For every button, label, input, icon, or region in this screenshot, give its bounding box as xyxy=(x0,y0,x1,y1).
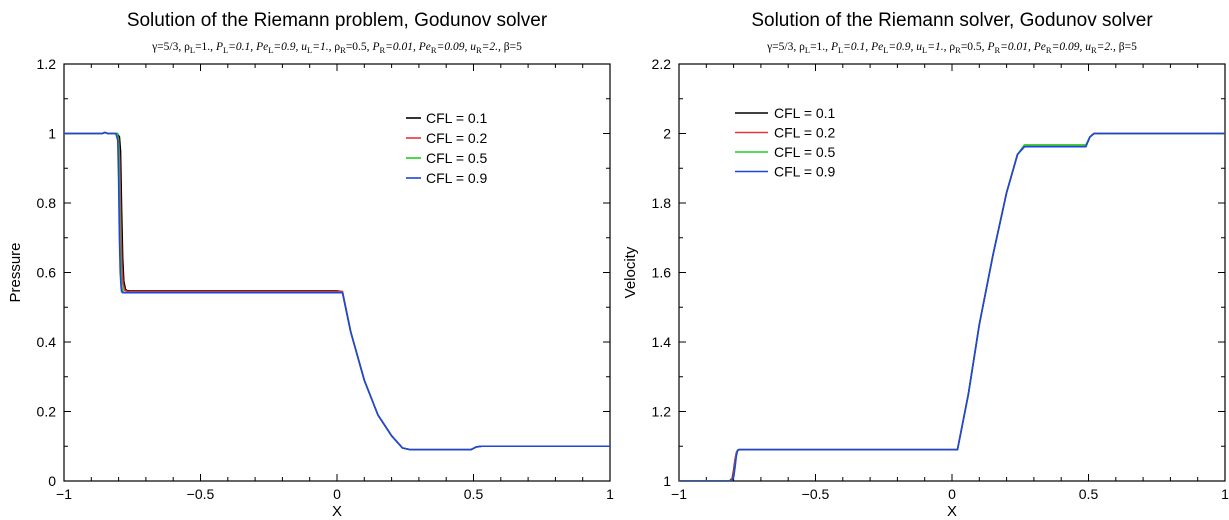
velocity-y-tick-label: 2 xyxy=(663,126,671,142)
velocity-x-tick-label: 0.5 xyxy=(1079,486,1099,502)
velocity-y-tick-label: 2.2 xyxy=(652,56,672,72)
pressure-legend-label: CFL = 0.5 xyxy=(426,150,488,166)
velocity-chart-panel: Solution of the Riemann solver, Godunov … xyxy=(622,10,1229,520)
velocity-y-tick-label: 1.8 xyxy=(652,195,672,211)
velocity-legend-label: CFL = 0.5 xyxy=(774,144,836,160)
velocity-series-line-4 xyxy=(679,132,1225,481)
velocity-y-tick-label: 1 xyxy=(663,473,671,489)
velocity-legend: CFL = 0.1 CFL = 0.2 CFL = 0.5 CFL = 0.9 xyxy=(735,105,836,180)
velocity-chart-title: Solution of the Riemann solver, Godunov … xyxy=(751,10,1153,31)
pressure-y-tick-label: 0.2 xyxy=(37,404,57,420)
velocity-legend-label: CFL = 0.9 xyxy=(774,164,836,180)
pressure-legend-label: CFL = 0.2 xyxy=(426,130,488,146)
pressure-x-axis-label: X xyxy=(332,503,342,520)
velocity-y-axis-label: Velocity xyxy=(622,246,639,298)
pressure-series-line-4 xyxy=(64,131,610,451)
pressure-x-tick-label: 0.5 xyxy=(464,486,484,502)
pressure-y-tick-label: 0.4 xyxy=(37,334,57,350)
pressure-chart-title: Solution of the Riemann problem, Godunov… xyxy=(127,10,548,31)
pressure-y-tick-label: 0.6 xyxy=(37,265,57,281)
pressure-plot-frame xyxy=(63,63,611,482)
pressure-chart-panel: Solution of the Riemann problem, Godunov… xyxy=(7,10,614,520)
pressure-y-tick-label: 0.8 xyxy=(37,195,57,211)
velocity-x-tick-label: −1 xyxy=(671,486,687,502)
pressure-x-tick-label: 0 xyxy=(333,486,341,502)
pressure-legend-label: CFL = 0.9 xyxy=(426,170,488,186)
velocity-legend-label: CFL = 0.2 xyxy=(774,125,836,141)
pressure-y-tick-label: 1 xyxy=(48,126,56,142)
pressure-y-tick-label: 1.2 xyxy=(37,56,57,72)
velocity-x-tick-label: 1 xyxy=(1221,486,1229,502)
pressure-x-tick-label: 1 xyxy=(606,486,614,502)
velocity-x-tick-label: 0 xyxy=(948,486,956,502)
velocity-plot-frame xyxy=(678,63,1226,482)
pressure-y-tick-label: 0 xyxy=(48,473,56,489)
pressure-legend: CFL = 0.1 CFL = 0.2 CFL = 0.5 CFL = 0.9 xyxy=(406,110,488,186)
velocity-x-tick-label: −0.5 xyxy=(802,486,830,502)
pressure-x-tick-label: −0.5 xyxy=(187,486,215,502)
velocity-x-axis-label: X xyxy=(947,503,957,520)
pressure-series-line-2 xyxy=(64,131,610,451)
velocity-chart-subtitle: γ=5/3, ρL=1., PL=0.1, PeL=0.9, uL=1., ρR… xyxy=(766,41,1137,55)
velocity-y-tick-label: 1.2 xyxy=(652,404,672,420)
pressure-legend-label: CFL = 0.1 xyxy=(426,110,488,126)
velocity-legend-label: CFL = 0.1 xyxy=(774,105,836,121)
pressure-x-tick-label: −1 xyxy=(56,486,72,502)
velocity-y-tick-label: 1.6 xyxy=(652,265,672,281)
velocity-series-line-1 xyxy=(679,132,1225,481)
velocity-series-line-3 xyxy=(679,132,1225,481)
pressure-chart-subtitle: γ=5/3, ρL=1., PL=0.1, PeL=0.9, uL=1., ρR… xyxy=(151,41,522,55)
pressure-y-axis-label: Pressure xyxy=(7,242,24,302)
velocity-y-tick-label: 1.4 xyxy=(652,334,672,350)
velocity-series-line-2 xyxy=(679,132,1225,481)
